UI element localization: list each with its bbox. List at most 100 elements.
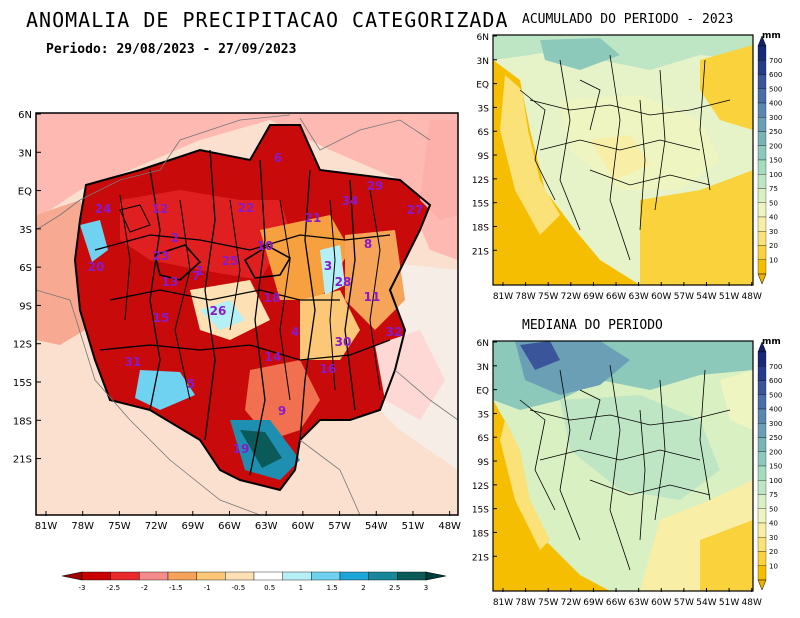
basin-number-label: 16: [320, 362, 337, 376]
lon-label: 72W: [561, 598, 581, 608]
basin-number-label: 26: [210, 304, 227, 318]
lat-label: 18S: [472, 529, 489, 539]
colorbar-label: 500: [769, 85, 782, 93]
lat-label: 21S: [472, 247, 489, 257]
colorbar-label: 1.5: [327, 584, 338, 592]
colorbar-segment: [757, 102, 767, 118]
colorbar-label: 100: [769, 477, 782, 485]
lon-label: 48W: [742, 598, 762, 608]
acum-central-light: [560, 95, 720, 190]
accumulated-map-title: ACUMULADO DO PERIODO - 2023: [522, 12, 734, 27]
lon-label: 57W: [674, 292, 694, 302]
lon-label: 66W: [606, 292, 626, 302]
colorbar-segment: [757, 408, 767, 424]
lat-label: 3N: [18, 148, 32, 159]
colorbar-min-arrow: [757, 273, 767, 285]
lat-label: 21S: [472, 553, 489, 563]
lat-label: 9S: [19, 301, 32, 312]
basin-number-label: 10: [257, 239, 274, 253]
north-light-red-area: [36, 113, 458, 260]
lon-label: 81W: [493, 598, 513, 608]
lat-label: 3S: [19, 225, 32, 236]
colorbar-segment: [757, 74, 767, 89]
lon-label: 60W: [651, 292, 671, 302]
basin-number-label: 6: [274, 151, 282, 165]
lon-label: 81W: [35, 521, 58, 532]
colorbar-label: 1: [299, 584, 303, 592]
lon-label: 78W: [515, 292, 535, 302]
colorbar-label: -2: [141, 584, 148, 592]
basin-number-label: 30: [335, 335, 352, 349]
accumulated-map-latitude-labels: 6N 3N EQ 3S 6S 9S 12S 15S 18S 21S: [472, 33, 497, 257]
basin-number-label: 1: [196, 264, 204, 278]
basin-number-label: 19: [233, 442, 250, 456]
colorbar-label: 200: [769, 142, 782, 150]
main-title: ANOMALIA DE PRECIPITACAO CATEGORIZADA: [26, 8, 509, 32]
lon-label: 48W: [438, 521, 461, 532]
lat-label: 18S: [472, 223, 489, 233]
lat-label: EQ: [18, 187, 32, 198]
basin-number-label: 27: [407, 203, 424, 217]
lat-label: 6S: [478, 128, 490, 138]
basin-number-label: 5: [187, 377, 195, 391]
colorbar-segment: [757, 451, 767, 467]
basin-number-label: 22: [238, 201, 255, 215]
lat-label: 15S: [472, 506, 489, 516]
median-andes-transition: [500, 420, 550, 550]
lat-label: 3S: [478, 410, 490, 420]
lat-label: 12S: [472, 176, 489, 186]
colorbar-label: 30: [769, 534, 778, 542]
lon-label: 51W: [719, 598, 739, 608]
colorbar-label: -1: [204, 584, 211, 592]
colorbar-segment: [757, 480, 767, 495]
colorbar-label: -3: [79, 584, 86, 592]
median-southeast-dry: [700, 520, 753, 591]
colorbar-label: 2: [361, 584, 365, 592]
colorbar-segment: [339, 571, 369, 581]
colorbar-label: 300: [769, 420, 782, 428]
lat-label: EQ: [476, 387, 489, 397]
colorbar-label: 20: [769, 548, 778, 556]
colorbar-label: 10: [769, 256, 778, 264]
anomaly-map-frame: [35, 112, 459, 516]
lon-label: 66W: [606, 598, 626, 608]
colorbar-segment: [757, 188, 767, 203]
colorbar-segment: [757, 423, 767, 438]
colorbar-segment: [757, 216, 767, 232]
colorbar-label: -1.5: [169, 584, 183, 592]
lon-label: 63W: [628, 598, 648, 608]
basin-number-label: 3: [324, 259, 332, 273]
colorbar-segment: [757, 366, 767, 381]
lon-label: 51W: [402, 521, 425, 532]
lon-label: 75W: [108, 521, 131, 532]
accumulated-colorbar: mm 10 20 30 40 50 75 100 150 200 250 300 400 500 600 70…: [757, 31, 782, 285]
colorbar-label: 50: [769, 505, 778, 513]
colorbar-segment: [110, 571, 140, 581]
accumulated-map: 6N 3N EQ 3S 6S 9S 12S 15S 18S 21S 81W 78W 75W 72W 69W…: [472, 33, 762, 302]
lon-label: 54W: [696, 292, 716, 302]
basin-number-label: 31: [125, 355, 142, 369]
colorbar-segment: [757, 522, 767, 538]
lat-label: 15S: [13, 378, 32, 389]
colorbar-label: -0.5: [232, 584, 246, 592]
lat-label: EQ: [476, 81, 489, 91]
colorbar-segment: [757, 465, 767, 481]
colorbar-label: 40: [769, 520, 778, 528]
colorbar-label: 200: [769, 448, 782, 456]
lon-label: 54W: [365, 521, 388, 532]
atlantic-light-area: [420, 120, 458, 220]
colorbar-segment: [196, 571, 226, 581]
accumulated-map-longitude-labels: 81W 78W 75W 72W 69W 66W 63W 60W 57W 54W 51W 48W: [493, 282, 762, 302]
anomaly-map: 6 24 12 22 21 34 29 27 2 10 20 25 23 71 13 3 8 28 11 18 26 15…: [13, 110, 461, 532]
basin-number-label: 28: [335, 275, 352, 289]
lon-label: 75W: [538, 598, 558, 608]
lat-label: 6N: [18, 110, 32, 121]
lon-label: 69W: [181, 521, 204, 532]
dry-core-1: [120, 190, 290, 280]
colorbar-segment: [757, 159, 767, 175]
acum-andes-dry: [493, 60, 640, 285]
colorbar-label: 10: [769, 562, 778, 570]
colorbar-label: 50: [769, 199, 778, 207]
lat-label: 3S: [478, 104, 490, 114]
colorbar-segment: [757, 537, 767, 552]
